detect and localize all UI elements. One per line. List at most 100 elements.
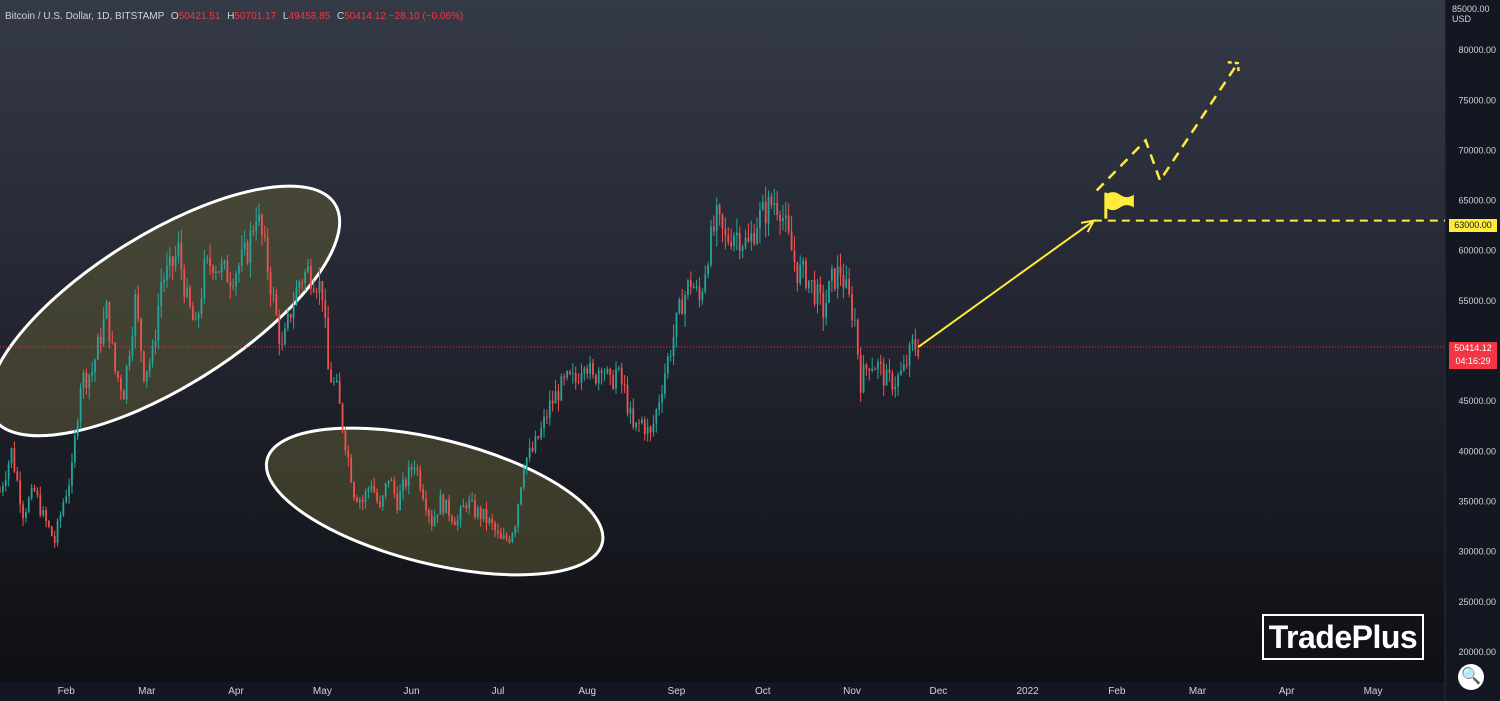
candle-body xyxy=(128,355,131,366)
zoom-magnifier-icon[interactable]: 🔍 xyxy=(1458,664,1484,690)
candle-body xyxy=(557,391,560,401)
trend-arrow-head xyxy=(1080,219,1096,233)
candle-body xyxy=(649,426,652,433)
flag-icon xyxy=(1105,192,1134,211)
candle-body xyxy=(197,313,200,319)
candle-body xyxy=(736,232,738,236)
candle-body xyxy=(194,318,197,321)
candle-body xyxy=(390,480,393,482)
candle-body xyxy=(583,368,586,374)
candle-body xyxy=(76,421,79,437)
candle-body xyxy=(330,369,332,383)
candle-body xyxy=(451,516,453,522)
candle-body xyxy=(721,214,724,229)
candle-body xyxy=(88,375,91,388)
candle-body xyxy=(854,319,856,321)
candle-body xyxy=(664,373,666,394)
candle-body xyxy=(632,408,635,428)
legend-change: −28.10 (−0.06%) xyxy=(388,11,464,22)
y-tick-label: 25000.00 xyxy=(1458,597,1496,607)
candle-body xyxy=(148,362,151,371)
candle-body xyxy=(453,521,456,525)
trend-arrow-line xyxy=(917,219,1095,348)
candle-body xyxy=(724,228,727,236)
x-tick-label: 2022 xyxy=(1016,686,1039,697)
candle-body xyxy=(381,495,384,507)
candle-body xyxy=(476,508,479,518)
candle-body xyxy=(471,500,473,502)
candle-body xyxy=(638,422,640,424)
candle-body xyxy=(730,241,733,247)
candle-body xyxy=(727,235,730,242)
candle-body xyxy=(790,231,793,251)
candle-body xyxy=(102,318,105,344)
candle-body xyxy=(120,378,122,391)
y-tick-label: 35000.00 xyxy=(1458,496,1496,506)
candle-body xyxy=(793,250,796,262)
candle-body xyxy=(807,280,810,289)
candle-body xyxy=(502,535,505,539)
highlight-ellipse xyxy=(264,426,605,577)
candle-body xyxy=(770,196,773,206)
candle-body xyxy=(295,287,298,306)
candle-body xyxy=(862,364,865,393)
candle-body xyxy=(894,386,897,390)
candle-body xyxy=(845,279,848,288)
candle-body xyxy=(497,530,499,533)
candle-body xyxy=(42,510,45,516)
candle-body xyxy=(286,314,289,329)
x-tick-label: May xyxy=(1364,686,1383,697)
candle-body xyxy=(433,516,436,526)
candle-body xyxy=(4,479,7,487)
candle-body xyxy=(217,271,220,273)
candle-body xyxy=(301,281,304,283)
candle-body xyxy=(19,480,22,505)
candle-body xyxy=(514,527,517,534)
legend-open-value: 50421.51 xyxy=(178,11,221,22)
candle-body xyxy=(675,312,678,337)
legend-low-key: L xyxy=(282,11,289,22)
candle-body xyxy=(917,349,920,357)
candle-body xyxy=(402,479,404,492)
candle-body xyxy=(108,301,111,342)
candle-body xyxy=(669,355,672,357)
candle-body xyxy=(600,370,603,374)
candle-body xyxy=(782,218,784,222)
candle-body xyxy=(358,499,361,502)
candle-body xyxy=(344,430,347,451)
candle-body xyxy=(249,230,252,264)
candle-body xyxy=(73,436,76,463)
x-tick-label: Feb xyxy=(1108,686,1126,697)
candle-body xyxy=(802,260,804,265)
candle-body xyxy=(465,505,468,508)
candle-body xyxy=(525,457,528,470)
candle-body xyxy=(715,205,718,232)
y-tick-label: 55000.00 xyxy=(1458,296,1496,306)
candle-body xyxy=(413,467,416,470)
y-tick-label: 80000.00 xyxy=(1458,45,1496,55)
y-tick-label: 40000.00 xyxy=(1458,446,1496,456)
legend-close-value: 50414.12 xyxy=(344,11,386,22)
candle-body xyxy=(166,265,168,280)
candle-body xyxy=(16,471,19,481)
candle-body xyxy=(571,372,574,375)
candle-body xyxy=(206,257,209,259)
candle-body xyxy=(30,487,33,499)
y-tick-label: 65000.00 xyxy=(1458,196,1496,206)
candle-body xyxy=(485,508,488,523)
candle-body xyxy=(114,342,117,372)
current-price-label: 50414.12 04:16:29 xyxy=(1449,342,1497,369)
candle-body xyxy=(275,294,278,315)
candle-body xyxy=(822,293,825,318)
highlight-ellipse xyxy=(0,184,342,438)
candle-body xyxy=(307,266,309,273)
candle-body xyxy=(445,499,448,514)
candle-body xyxy=(695,286,698,288)
candle-body xyxy=(594,374,597,384)
candle-body xyxy=(839,266,842,276)
candle-body xyxy=(45,510,47,522)
y-tick-label: 20000.00 xyxy=(1458,647,1496,657)
candle-body xyxy=(710,226,712,265)
candle-body xyxy=(53,536,56,543)
